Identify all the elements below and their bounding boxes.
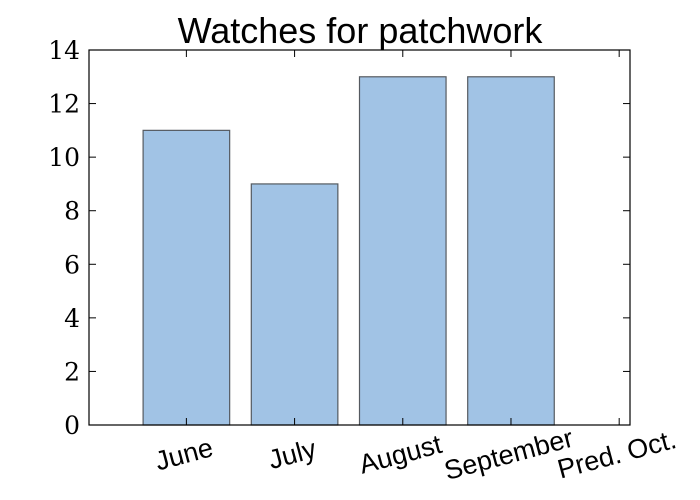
bar-june — [142, 129, 231, 426]
y-tick-label: 0 — [64, 411, 80, 440]
plot-frame — [88, 49, 631, 426]
y-tick-label: 10 — [48, 143, 80, 172]
x-tick-label: June — [152, 432, 216, 476]
bar-september — [467, 76, 555, 426]
bar-july — [250, 183, 339, 426]
chart-title: Watches for patchwork — [178, 10, 544, 51]
y-tick-label: 2 — [64, 357, 80, 386]
x-tick-label: July — [265, 433, 320, 475]
y-tick-label: 14 — [48, 36, 80, 65]
y-axis-tick-labels: 0 2 4 6 8 10 12 14 — [48, 36, 80, 440]
x-tick-label: Pred. Oct. — [554, 424, 679, 484]
y-tick-label: 6 — [64, 250, 80, 279]
y-tick-label: 4 — [64, 304, 80, 333]
y-tick-label: 12 — [48, 90, 80, 119]
ticks-layer — [89, 49, 630, 426]
y-tick-label: 8 — [64, 197, 80, 226]
x-tick-label: August — [356, 429, 445, 480]
bar-august — [358, 76, 447, 426]
bars-layer — [142, 76, 555, 426]
